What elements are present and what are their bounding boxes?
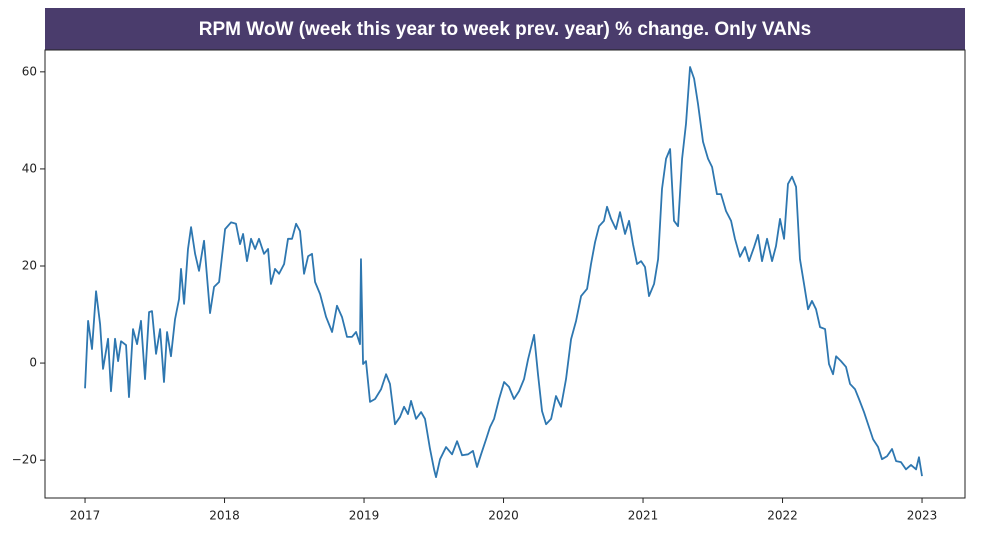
chart-title: RPM WoW (week this year to week prev. ye… bbox=[199, 19, 811, 40]
x-tick-label: 2017 bbox=[70, 509, 101, 523]
x-tick-label: 2019 bbox=[349, 509, 380, 523]
y-tick-label: 40 bbox=[22, 161, 37, 175]
x-tick-label: 2021 bbox=[628, 509, 659, 523]
y-tick-label: 0 bbox=[29, 356, 37, 370]
x-tick-label: 2023 bbox=[907, 509, 938, 523]
y-tick-label: 20 bbox=[22, 258, 37, 272]
data-line bbox=[84, 66, 923, 479]
title-banner bbox=[45, 8, 965, 50]
x-tick-label: 2022 bbox=[767, 509, 798, 523]
y-tick-label: −20 bbox=[12, 453, 37, 467]
x-tick-label: 2020 bbox=[488, 509, 519, 523]
plot-frame bbox=[44, 49, 966, 499]
x-tick-label: 2018 bbox=[209, 509, 240, 523]
y-tick-label: 60 bbox=[22, 64, 37, 78]
